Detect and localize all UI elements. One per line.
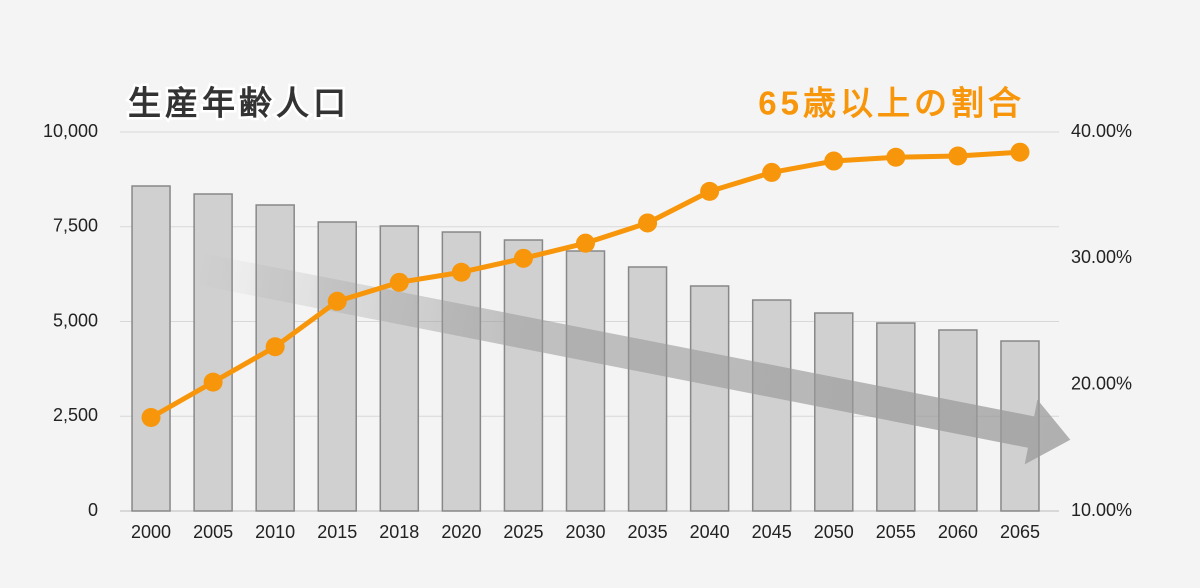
bar	[379, 225, 420, 512]
line-marker	[451, 262, 471, 282]
x-tick-label: 2055	[876, 522, 916, 542]
x-tick-label: 2005	[193, 522, 233, 542]
bar	[751, 299, 792, 512]
line-marker	[1010, 142, 1030, 162]
line-marker	[141, 408, 161, 428]
x-tick-label: 2015	[317, 522, 357, 542]
x-tick-label: 2018	[379, 522, 419, 542]
trend-arrow	[191, 252, 1071, 465]
bar	[627, 266, 668, 512]
x-tick-label: 2025	[503, 522, 543, 542]
y-tick-label: 7,500	[53, 216, 98, 236]
x-tick-label: 2035	[628, 522, 668, 542]
bar	[689, 285, 730, 512]
y-tick-label: 2,500	[53, 405, 98, 425]
x-tick-label: 2040	[690, 522, 730, 542]
x-tick-label: 2000	[131, 522, 171, 542]
line-marker	[948, 146, 968, 166]
x-tick-label: 2045	[752, 522, 792, 542]
left-title: 生産年齢人口	[128, 85, 350, 122]
y-tick-label: 10,000	[43, 121, 98, 141]
line-marker	[203, 372, 223, 392]
arrow-shape	[191, 252, 1071, 465]
y-tick-label: 0	[88, 500, 98, 520]
line-marker	[513, 248, 533, 268]
bar	[317, 221, 357, 512]
line-marker	[824, 151, 844, 171]
x-tick-label: 2010	[255, 522, 295, 542]
line-marker	[389, 272, 409, 292]
y2-tick-label: 10.00%	[1071, 500, 1132, 520]
line-marker	[638, 213, 658, 233]
line-marker	[700, 181, 720, 201]
line-marker	[886, 147, 906, 167]
y2-tick-label: 40.00%	[1071, 121, 1132, 141]
bar	[131, 185, 171, 512]
line-marker	[265, 337, 285, 357]
x-tick-label: 2030	[565, 522, 605, 542]
y-tick-label: 5,000	[53, 310, 98, 330]
bar	[565, 250, 606, 512]
bar	[193, 193, 233, 512]
x-tick-label: 2020	[441, 522, 481, 542]
x-tick-label: 2060	[938, 522, 978, 542]
x-tick-label: 2050	[814, 522, 854, 542]
line-marker	[327, 291, 347, 311]
bar	[255, 204, 295, 512]
right-title: 65歳以上の割合	[758, 85, 1025, 122]
line-layer	[141, 142, 1030, 428]
y2-tick-label: 20.00%	[1071, 373, 1132, 393]
bar	[503, 239, 544, 512]
line-marker	[762, 162, 782, 182]
x-tick-label: 2065	[1000, 522, 1040, 542]
y2-tick-label: 30.00%	[1071, 247, 1132, 267]
line-marker	[576, 233, 595, 253]
